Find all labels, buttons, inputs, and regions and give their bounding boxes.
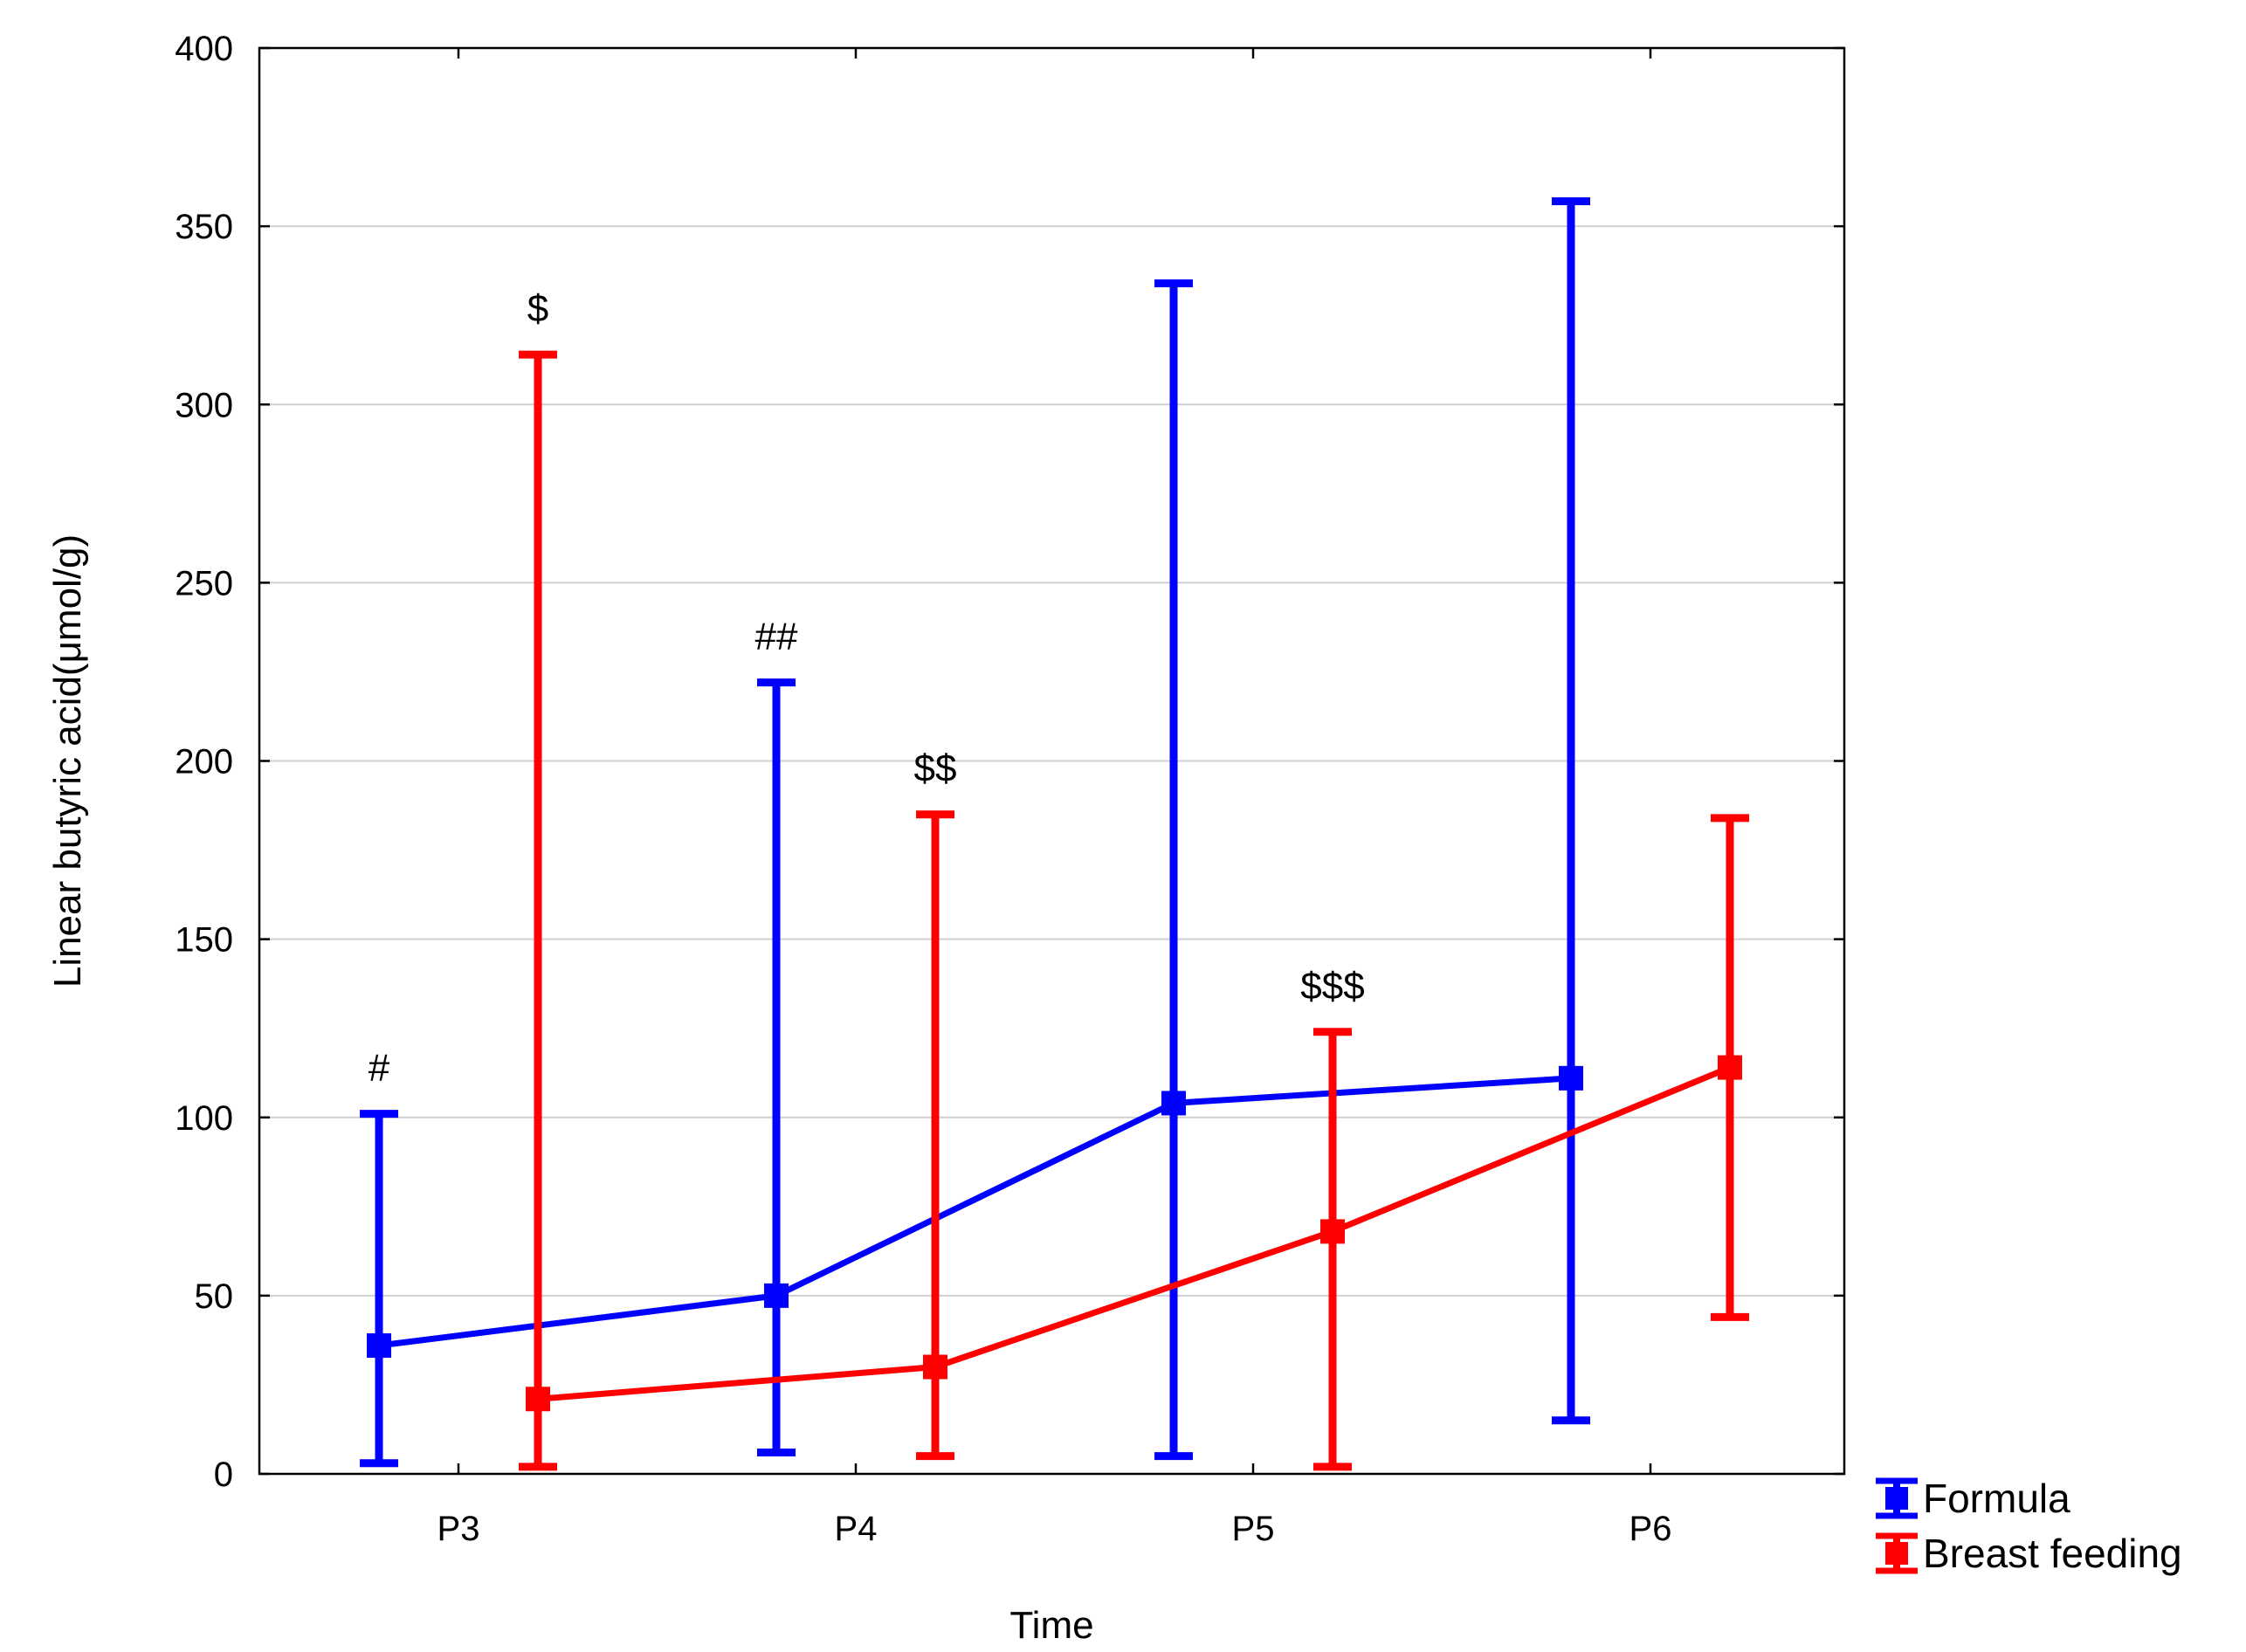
data-point <box>1161 1091 1186 1116</box>
legend-marker-square <box>1885 1542 1908 1565</box>
legend: Formula Breast feeding <box>1876 1476 2182 1576</box>
legend-marker-square <box>1885 1487 1908 1510</box>
series-line-breast-feeding <box>537 1064 1732 1402</box>
x-tick-label: P4 <box>835 1510 878 1548</box>
y-tick-label: 200 <box>175 743 233 781</box>
y-tick-label: 150 <box>175 921 233 960</box>
annotations: ###$$$$$$ <box>369 287 1365 1090</box>
data-point <box>1320 1219 1345 1244</box>
data-point <box>526 1387 550 1412</box>
series-line-formula <box>378 1075 1572 1349</box>
x-axis: P3 P4 P5 P6 <box>437 48 1672 1548</box>
x-tick-label: P3 <box>437 1510 480 1548</box>
data-point <box>1559 1065 1583 1091</box>
series-group <box>360 197 1749 1471</box>
y-tick-label: 400 <box>175 30 233 68</box>
y-tick-label: 250 <box>175 564 233 602</box>
grid-lines <box>259 225 1844 1297</box>
significance-label: $ <box>527 287 548 330</box>
y-tick-label: 50 <box>195 1277 234 1316</box>
y-tick-label: 0 <box>214 1456 233 1494</box>
significance-label: $$ <box>914 747 957 790</box>
data-point <box>764 1283 789 1308</box>
y-axis: 0 50 100 150 200 250 300 350 400 <box>175 30 1844 1494</box>
x-tick-label: P5 <box>1232 1510 1275 1548</box>
data-point <box>1718 1055 1742 1080</box>
y-tick-label: 300 <box>175 386 233 424</box>
data-point <box>923 1354 947 1380</box>
significance-label: $$$ <box>1300 965 1364 1008</box>
y-axis-title: Linear butyric acid(μmol/g) <box>46 534 89 988</box>
data-point <box>367 1333 391 1359</box>
legend-label: Breast feeding <box>1923 1531 2182 1576</box>
y-tick-label: 100 <box>175 1099 233 1138</box>
significance-label: # <box>369 1047 390 1090</box>
significance-label: ## <box>755 616 798 658</box>
y-tick-label: 350 <box>175 208 233 246</box>
legend-label: Formula <box>1923 1476 2070 1521</box>
x-tick-label: P6 <box>1629 1510 1672 1548</box>
x-axis-title: Time <box>1009 1604 1093 1647</box>
